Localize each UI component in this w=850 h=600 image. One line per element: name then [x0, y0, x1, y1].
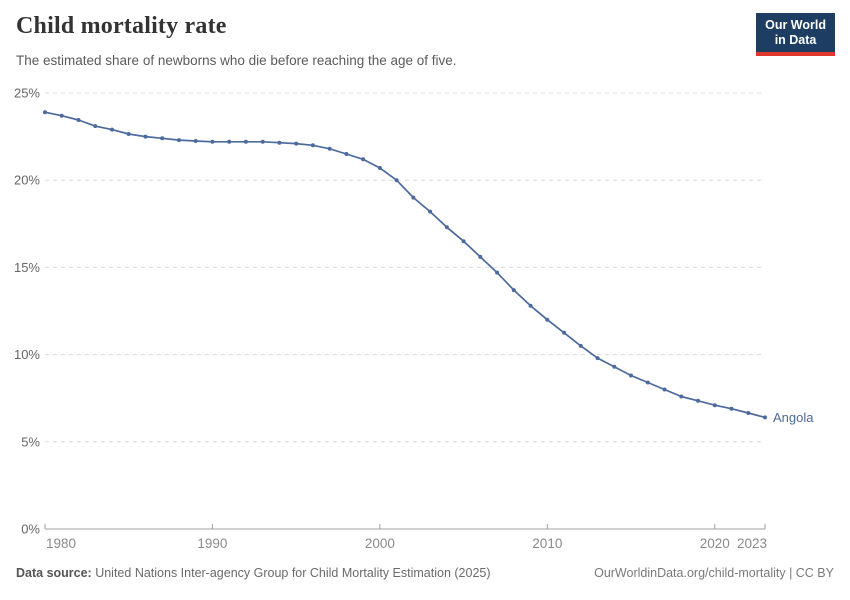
data-point[interactable]: [612, 364, 617, 369]
data-point[interactable]: [361, 157, 366, 162]
chart-footer: Data source: United Nations Inter-agency…: [0, 566, 850, 580]
data-point[interactable]: [511, 288, 516, 293]
data-point[interactable]: [461, 239, 466, 244]
data-point[interactable]: [729, 406, 734, 411]
y-tick-label: 0%: [21, 522, 40, 537]
data-point[interactable]: [679, 394, 684, 399]
data-source-text: United Nations Inter-agency Group for Ch…: [91, 566, 491, 580]
data-point[interactable]: [210, 139, 215, 144]
data-point[interactable]: [478, 254, 483, 259]
data-point[interactable]: [712, 403, 717, 408]
x-tick-label: 2023: [737, 536, 767, 551]
data-point[interactable]: [277, 140, 282, 145]
data-point[interactable]: [344, 152, 349, 156]
data-point[interactable]: [528, 303, 533, 308]
y-tick-label: 15%: [14, 260, 40, 275]
data-point[interactable]: [595, 356, 600, 361]
y-tick-label: 10%: [14, 347, 40, 362]
data-source: Data source: United Nations Inter-agency…: [16, 566, 491, 580]
y-tick-label: 20%: [14, 173, 40, 188]
owid-citation-link[interactable]: OurWorldinData.org/child-mortality | CC …: [594, 566, 834, 580]
data-point[interactable]: [629, 373, 633, 378]
data-point[interactable]: [377, 166, 382, 170]
data-point[interactable]: [578, 343, 583, 348]
y-tick-label: 25%: [14, 86, 40, 101]
data-point[interactable]: [310, 143, 315, 148]
data-point[interactable]: [746, 411, 751, 415]
data-point[interactable]: [143, 134, 148, 139]
data-point[interactable]: [59, 113, 64, 118]
data-point[interactable]: [327, 146, 332, 151]
x-tick-label: 2020: [700, 536, 730, 551]
x-tick-label: 1990: [197, 536, 227, 551]
data-point[interactable]: [394, 178, 399, 183]
data-point[interactable]: [110, 127, 114, 132]
data-point[interactable]: [444, 225, 449, 230]
data-point[interactable]: [428, 209, 433, 214]
data-point[interactable]: [43, 110, 47, 115]
data-point[interactable]: [495, 270, 500, 275]
y-tick-label: 5%: [21, 434, 40, 449]
data-point[interactable]: [76, 118, 81, 122]
page-title: Child mortality rate: [16, 13, 227, 39]
data-point[interactable]: [662, 387, 667, 392]
data-source-label: Data source:: [16, 566, 92, 580]
data-point[interactable]: [126, 132, 131, 136]
data-point[interactable]: [227, 139, 232, 144]
data-point[interactable]: [260, 139, 265, 144]
series-label-angola[interactable]: Angola: [773, 410, 814, 425]
data-point[interactable]: [562, 330, 567, 335]
owid-logo-line2: in Data: [774, 33, 817, 47]
data-point[interactable]: [696, 398, 700, 403]
data-point[interactable]: [411, 195, 416, 200]
data-point[interactable]: [645, 380, 650, 385]
series-line-angola[interactable]: [44, 111, 766, 419]
owid-logo[interactable]: Our World in Data: [756, 13, 835, 56]
data-point[interactable]: [160, 136, 165, 141]
data-point[interactable]: [763, 415, 767, 420]
data-point[interactable]: [294, 141, 299, 146]
x-tick-label: 2000: [365, 536, 395, 551]
data-point[interactable]: [243, 139, 248, 144]
data-point[interactable]: [545, 317, 550, 322]
data-point[interactable]: [93, 124, 98, 129]
data-point[interactable]: [177, 138, 181, 143]
x-tick-label: 1980: [46, 536, 76, 551]
chart-subtitle: The estimated share of newborns who die …: [16, 53, 457, 68]
data-point[interactable]: [193, 139, 198, 143]
x-tick-label: 2010: [532, 536, 562, 551]
owid-logo-line1: Our World: [765, 18, 826, 32]
